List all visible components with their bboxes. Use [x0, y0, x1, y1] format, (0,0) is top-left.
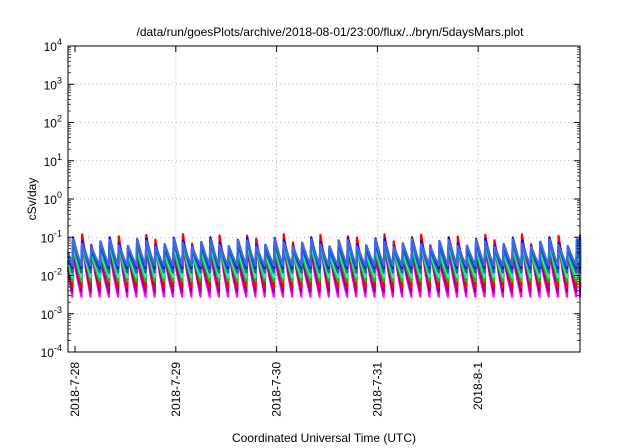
series-line [66, 237, 582, 267]
y-tick-label: 102 [44, 114, 62, 131]
y-tick-label: 104 [44, 37, 62, 54]
y-tick-label: 103 [44, 75, 62, 92]
y-tick-label: 10-2 [41, 267, 62, 284]
chart-title: /data/run/goesPlots/archive/2018-08-01/2… [137, 25, 525, 39]
x-tick-label: 2018-8-1 [471, 362, 485, 410]
x-tick-label: 2018-7-28 [68, 362, 82, 417]
y-tick-label: 10-4 [41, 343, 62, 360]
y-tick-label: 10-1 [41, 228, 62, 245]
y-tick-label: 101 [44, 152, 62, 169]
axis-ticks: 10-4 10-3 10-2 10-1 100 101 102 103 104 2018-7-28… [41, 37, 580, 417]
data-series [66, 233, 582, 298]
y-axis-label: cSv/day [25, 178, 39, 221]
x-tick-label: 2018-7-29 [169, 362, 183, 417]
x-tick-label: 2018-7-31 [370, 362, 384, 417]
x-axis-label: Coordinated Universal Time (UTC) [232, 431, 416, 445]
grid [68, 46, 580, 352]
y-tick-label: 100 [44, 190, 62, 207]
x-tick-label: 2018-7-30 [270, 362, 284, 417]
y-tick-label: 10-3 [41, 305, 62, 322]
